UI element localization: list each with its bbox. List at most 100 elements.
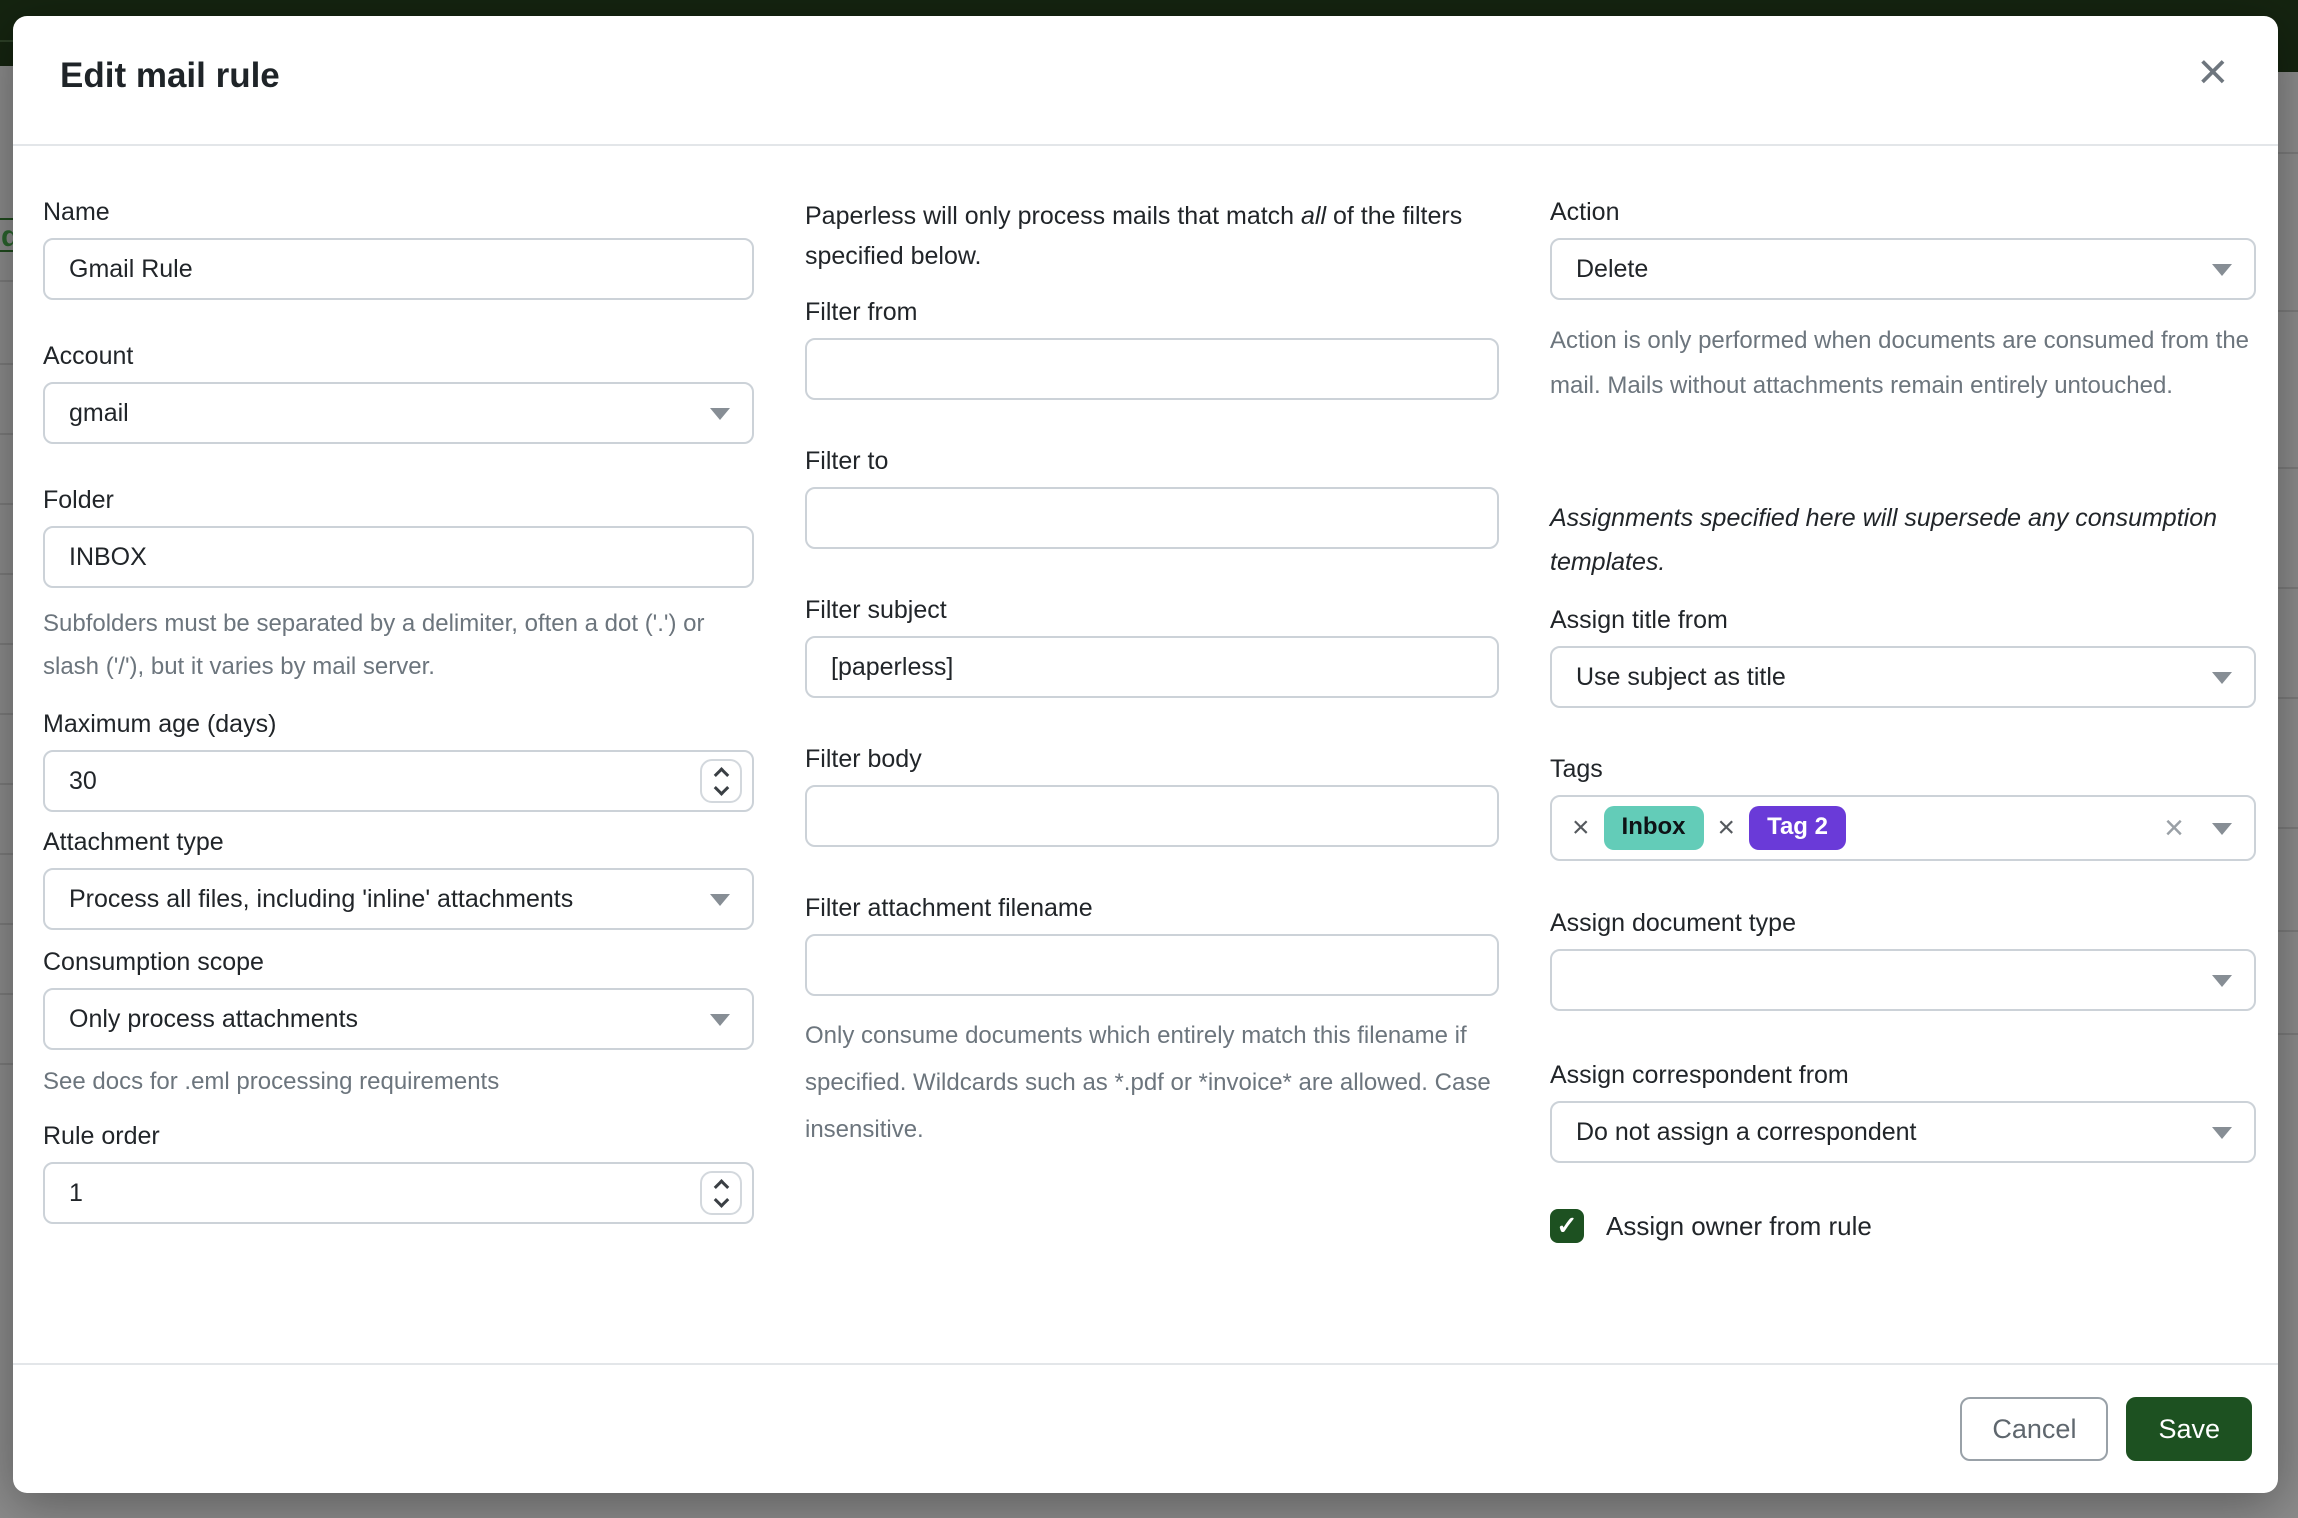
background-table-row-line xyxy=(2278,1033,2298,1035)
background-table-row-border xyxy=(0,250,13,252)
filter-body-input[interactable] xyxy=(805,785,1499,847)
action-group: Action Delete Action is only performed w… xyxy=(1550,196,2256,408)
remove-tag-icon[interactable]: × xyxy=(1717,811,1736,844)
tags-label: Tags xyxy=(1550,755,1603,783)
assign-correspondent-group: Assign correspondent from Do not assign … xyxy=(1550,1059,2256,1163)
number-stepper[interactable] xyxy=(700,1171,742,1215)
assign-doctype-label: Assign document type xyxy=(1550,909,1796,937)
attachment-type-selected-value: Process all files, including 'inline' at… xyxy=(69,884,574,913)
tags-select[interactable]: × Inbox × Tag 2 × xyxy=(1550,795,2256,861)
attachment-type-select[interactable]: Process all files, including 'inline' at… xyxy=(43,868,754,930)
chevron-down-icon xyxy=(710,408,730,420)
column-filters: Paperless will only process mails that m… xyxy=(805,196,1499,1269)
tag-pill: Tag 2 xyxy=(1749,806,1846,850)
background-table-row-line xyxy=(0,433,13,435)
assign-title-group: Assign title from Use subject as title xyxy=(1550,604,2256,708)
filter-to-input[interactable] xyxy=(805,487,1499,549)
folder-input[interactable] xyxy=(43,526,754,588)
filters-intro-suffix: of the filters specified below. xyxy=(805,202,1463,270)
filter-to-label: Filter to xyxy=(805,447,889,475)
chevron-down-icon xyxy=(2212,1127,2232,1139)
clear-tags-icon[interactable]: × xyxy=(2164,809,2184,847)
name-input[interactable] xyxy=(43,238,754,300)
navbar-divider xyxy=(0,40,13,42)
rule-order-group: Rule order xyxy=(43,1120,754,1224)
action-selected-value: Delete xyxy=(1576,254,1649,283)
consumption-scope-select[interactable]: Only process attachments xyxy=(43,988,754,1050)
filter-subject-input[interactable] xyxy=(805,636,1499,698)
dialog-footer: Cancel Save xyxy=(13,1363,2278,1493)
max-age-group: Maximum age (days) xyxy=(43,708,754,812)
background-table-row-line xyxy=(0,503,13,505)
folder-label: Folder xyxy=(43,486,114,514)
column-actions: Action Delete Action is only performed w… xyxy=(1550,196,2256,1269)
filter-from-label: Filter from xyxy=(805,298,918,326)
background-table-row-line xyxy=(2278,827,2298,829)
rule-order-label: Rule order xyxy=(43,1122,160,1150)
background-table-row-line xyxy=(2278,152,2298,154)
rule-order-input[interactable] xyxy=(43,1162,754,1224)
background-table-row-border xyxy=(0,218,13,220)
filters-intro-text: Paperless will only process mails that m… xyxy=(805,196,1499,276)
tags-group: Tags × Inbox × Tag 2 × xyxy=(1550,753,2256,861)
filter-filename-input[interactable] xyxy=(805,934,1499,996)
filter-filename-label: Filter attachment filename xyxy=(805,894,1093,922)
chevron-down-icon[interactable] xyxy=(713,1191,729,1208)
account-group: Account gmail xyxy=(43,340,754,444)
account-select[interactable]: gmail xyxy=(43,382,754,444)
assign-correspondent-selected-value: Do not assign a correspondent xyxy=(1576,1117,1917,1146)
assign-correspondent-select[interactable]: Do not assign a correspondent xyxy=(1550,1101,2256,1163)
dialog-header: Edit mail rule × xyxy=(13,16,2278,146)
attachment-type-label: Attachment type xyxy=(43,828,224,856)
edit-mail-rule-dialog: Edit mail rule × Name Account gmail Fold… xyxy=(13,16,2278,1493)
background-table-row-line xyxy=(0,993,13,995)
cancel-button[interactable]: Cancel xyxy=(1960,1397,2109,1461)
filters-intro-prefix: Paperless will only process mails that m… xyxy=(805,202,1302,230)
number-stepper[interactable] xyxy=(700,759,742,803)
save-button[interactable]: Save xyxy=(2126,1397,2252,1461)
background-table-row-line xyxy=(2278,467,2298,469)
background-table-row-line xyxy=(0,573,13,575)
consumption-scope-group: Consumption scope Only process attachmen… xyxy=(43,946,754,1100)
background-table-row-line xyxy=(2278,697,2298,699)
folder-group: Folder Subfolders must be separated by a… xyxy=(43,484,754,688)
background-table-row-line xyxy=(0,713,13,715)
action-select[interactable]: Delete xyxy=(1550,238,2256,300)
assign-owner-row: ✓ Assign owner from rule xyxy=(1550,1209,2256,1243)
filter-filename-help-text: Only consume documents which entirely ma… xyxy=(805,1022,1491,1143)
app-navbar xyxy=(2278,0,2298,72)
background-table-row-line xyxy=(0,853,13,855)
consumption-scope-help-text: See docs for .eml processing requirement… xyxy=(43,1068,500,1095)
dialog-title: Edit mail rule xyxy=(60,56,280,95)
chevron-down-icon xyxy=(710,1014,730,1026)
chevron-down-icon xyxy=(2212,672,2232,684)
filter-subject-group: Filter subject xyxy=(805,594,1499,698)
assign-correspondent-label: Assign correspondent from xyxy=(1550,1061,1849,1089)
remove-tag-icon[interactable]: × xyxy=(1572,811,1590,844)
name-group: Name xyxy=(43,196,754,300)
tag-pill: Inbox xyxy=(1603,806,1704,850)
action-label: Action xyxy=(1550,198,1620,226)
filter-from-group: Filter from xyxy=(805,296,1499,400)
background-table-row-line xyxy=(0,783,13,785)
filter-from-input[interactable] xyxy=(805,338,1499,400)
dialog-body: Name Account gmail Folder Subfolders mus… xyxy=(13,146,2278,1269)
filters-intro-emphasis: all xyxy=(1301,202,1327,230)
chevron-down-icon[interactable] xyxy=(713,779,729,796)
assign-doctype-select[interactable] xyxy=(1550,949,2256,1011)
column-general: Name Account gmail Folder Subfolders mus… xyxy=(43,196,754,1269)
background-table-row-line xyxy=(0,643,13,645)
assign-owner-checkbox[interactable]: ✓ xyxy=(1550,1209,1584,1243)
background-link-fragment: d xyxy=(1,220,13,253)
assign-title-select[interactable]: Use subject as title xyxy=(1550,646,2256,708)
assignments-note: Assignments specified here will supersed… xyxy=(1550,504,2218,576)
account-label: Account xyxy=(43,342,134,370)
action-help-text: Action is only performed when documents … xyxy=(1550,327,2250,399)
close-icon[interactable]: × xyxy=(2197,43,2228,101)
attachment-type-group: Attachment type Process all files, inclu… xyxy=(43,826,754,930)
chevron-down-icon xyxy=(2212,823,2232,835)
account-selected-value: gmail xyxy=(69,398,129,427)
max-age-input[interactable] xyxy=(43,750,754,812)
chevron-down-icon xyxy=(2212,975,2232,987)
filter-body-group: Filter body xyxy=(805,743,1499,847)
